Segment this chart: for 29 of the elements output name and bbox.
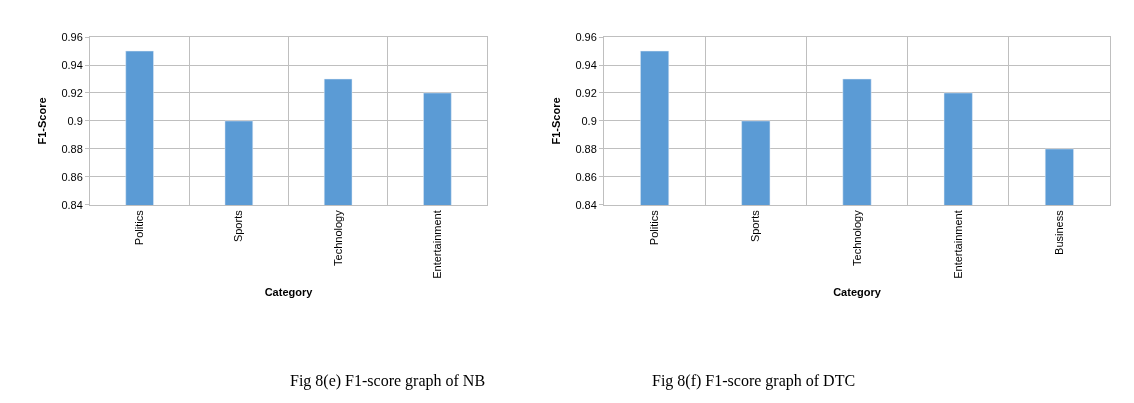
caption: Fig 8(e) F1-score graph of NB (290, 372, 486, 390)
x-tick-label: Sports (749, 209, 762, 243)
y-tick-label: 0.88 (61, 142, 83, 155)
x-tick-label: Entertainment (951, 210, 964, 279)
x-tick-label: Business (1052, 209, 1065, 255)
y-tick-label: 0.84 (61, 198, 83, 211)
x-tick-label: Technology (850, 209, 863, 266)
y-tick-label: 0.92 (575, 86, 597, 99)
x-tick-label: Entertainment (430, 210, 443, 279)
y-tick-label: 0.84 (575, 198, 597, 211)
x-tick-label: Technology (331, 209, 344, 266)
y-tick-label: 0.86 (61, 170, 83, 183)
y-tick-label: 0.9 (581, 114, 597, 127)
y-tick-label: 0.9 (67, 114, 83, 127)
x-tick-label: Sports (232, 209, 245, 243)
x-axis-title: Category (264, 285, 314, 298)
y-tick-label: 0.96 (61, 30, 83, 43)
y-tick-label: 0.86 (575, 170, 597, 183)
y-tick-label: 0.88 (575, 142, 597, 155)
y-tick-label: 0.96 (575, 30, 597, 43)
y-axis-title: F1-Score (36, 97, 49, 145)
y-tick-label: 0.92 (61, 86, 83, 99)
x-axis-title: Category (833, 285, 882, 298)
y-tick-label: 0.94 (61, 58, 83, 71)
y-tick-label: 0.94 (575, 58, 597, 71)
x-tick-label: Politics (133, 209, 146, 246)
caption: Fig 8(f) F1-score graph of DTC (652, 372, 856, 390)
x-tick-label: Politics (648, 209, 661, 246)
y-axis-title: F1-Score (550, 97, 563, 145)
